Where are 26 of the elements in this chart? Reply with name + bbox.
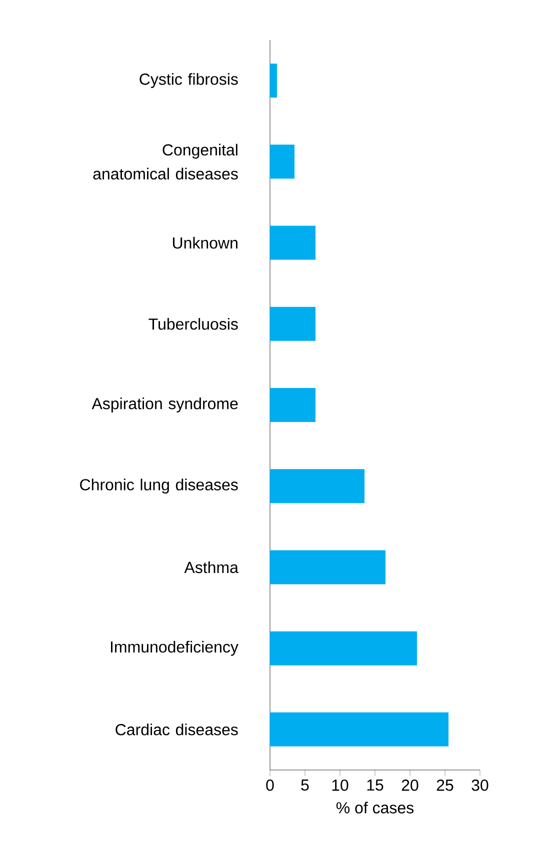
y-tick-label: Congenital anatomical diseases: [93, 144, 238, 180]
bar: [270, 469, 364, 504]
x-tick-label: 10: [332, 780, 348, 791]
y-tick-label: Aspiration syndrome: [92, 398, 238, 412]
x-tick-label: 5: [301, 780, 309, 791]
bar: [270, 388, 316, 422]
bar: [270, 631, 417, 666]
bar: [270, 226, 316, 260]
x-tick-label: 15: [367, 780, 384, 791]
y-tick-label: Chronic lung diseases: [80, 478, 238, 494]
y-tick-label: Tubercluosis: [148, 318, 238, 330]
y-tick-label: Asthma: [184, 561, 238, 574]
x-tick-label: 25: [436, 780, 454, 791]
x-tick-label: 20: [402, 780, 418, 791]
y-tick-label: Immunodeficiency: [110, 640, 238, 656]
y-tick-label: Unknown: [172, 236, 238, 249]
bar: [270, 550, 386, 584]
y-tick-label: Cystic fibrosis: [140, 73, 238, 88]
x-tick-label: 30: [472, 780, 488, 791]
x-axis-title: % of cases: [336, 802, 414, 814]
bar: [270, 712, 448, 746]
bar: [270, 144, 294, 179]
bar: [270, 306, 316, 341]
y-tick-label: Cardiac diseases: [116, 724, 238, 736]
x-tick-label: 0: [266, 780, 274, 791]
bar: [270, 64, 277, 98]
